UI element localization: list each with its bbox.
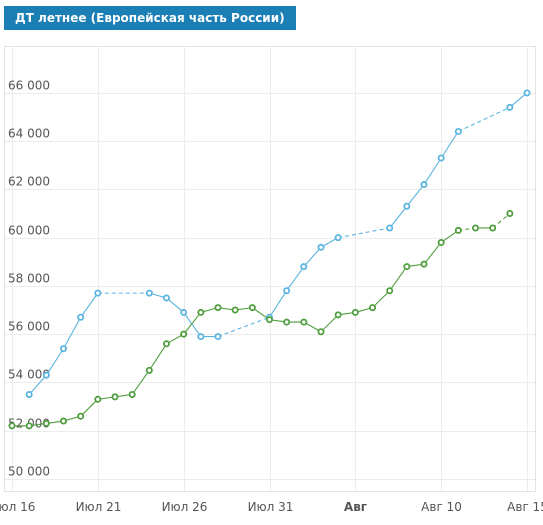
series-1-point [506,103,514,111]
series-2-point [317,328,325,336]
series-1-point [334,234,342,242]
series-1-segment [389,205,408,229]
series-2-point [94,395,102,403]
series-2-point [162,340,170,348]
y-tick-label: 64 000 [8,127,50,141]
series-1-segment [286,266,305,292]
series-2-point [8,422,16,430]
series-2-point [128,390,136,398]
series-1-segment [183,312,202,337]
series [12,92,528,427]
series-1-segment [28,374,47,395]
series-2-point [368,304,376,312]
series-1-segment [80,292,99,318]
series-2-point [231,306,239,314]
series-1-gap-segment [458,106,511,132]
series-1-segment [423,157,442,185]
points [8,89,531,430]
series-1-point [94,289,102,297]
series-1-point [162,294,170,302]
series-2-segment [423,242,442,265]
series-2-point [403,263,411,271]
series-1-gap-segment [217,316,270,338]
series-1-point [60,345,68,353]
chart-title: ДТ летнее (Европейская часть России) [4,6,296,30]
series-1-point [283,287,291,295]
series-2-point [265,316,273,324]
series-2-point [471,224,479,232]
x-tick-label: Июл 16 [0,500,35,514]
series-1-segment [166,297,185,313]
x-tick-label: Авг [344,500,367,514]
series-1-point [197,333,205,341]
series-1-segment [303,246,322,267]
series-1-segment [63,316,82,349]
y-tick-label: 58 000 [8,272,50,286]
series-1-segment [509,92,528,108]
series-2-point [351,308,359,316]
series-2-point [506,209,514,217]
series-2-point [180,330,188,338]
series-2-point [42,419,50,427]
series-2-segment [372,290,391,309]
series-1-point [454,127,462,135]
series-1-point [42,371,50,379]
y-tick-label: 56 000 [8,320,50,334]
x-tick-label: Июл 26 [162,500,208,514]
series-1-point [214,333,222,341]
series-1-point [180,308,188,316]
series-1-point [300,263,308,271]
series-1-point [403,202,411,210]
series-1-segment [440,131,459,159]
series-2-segment [320,314,339,333]
series-2-segment [80,398,99,417]
y-tick-label: 62 000 [8,175,50,189]
series-2-segment [148,343,167,371]
series-2-gap-segment [492,213,511,229]
y-tick-label: 60 000 [8,224,50,238]
series-2-point [489,224,497,232]
series-2-segment [183,312,202,335]
series-1-point [420,181,428,189]
grid [5,47,535,491]
series-2-point [25,422,33,430]
series-2-point [145,366,153,374]
series-2-point [248,304,256,312]
series-2-point [420,260,428,268]
series-1-point [145,289,153,297]
series-1-gap-segment [338,227,390,239]
series-1-segment [45,348,64,376]
series-2-point [437,238,445,246]
series-1-point [25,390,33,398]
plot-border [4,46,536,492]
series-1-point [77,313,85,321]
series-2-point [283,318,291,326]
series-1-point [437,154,445,162]
series-2-segment [131,370,150,395]
series-2-point [111,393,119,401]
series-2-point [334,311,342,319]
series-1-point [523,89,531,97]
series-1-point [386,224,394,232]
series-2-point [386,287,394,295]
x-tick-label: Авг 10 [421,500,462,514]
series-2-point [77,412,85,420]
x-tick-label: Июл 21 [76,500,122,514]
series-2-point [197,308,205,316]
series-2-point [300,318,308,326]
series-2-point [214,304,222,312]
x-tick-label: Авг 15 [507,500,543,514]
series-1-point [317,243,325,251]
series-2-point [60,417,68,425]
y-tick-label: 66 000 [8,79,50,93]
series-1-segment [406,184,425,207]
y-tick-label: 54 000 [8,368,50,382]
series-2-point [454,226,462,234]
series-1-segment [269,290,288,318]
x-tick-label: Июл 31 [248,500,294,514]
series-2-segment [389,266,408,292]
y-tick-label: 50 000 [8,465,50,479]
